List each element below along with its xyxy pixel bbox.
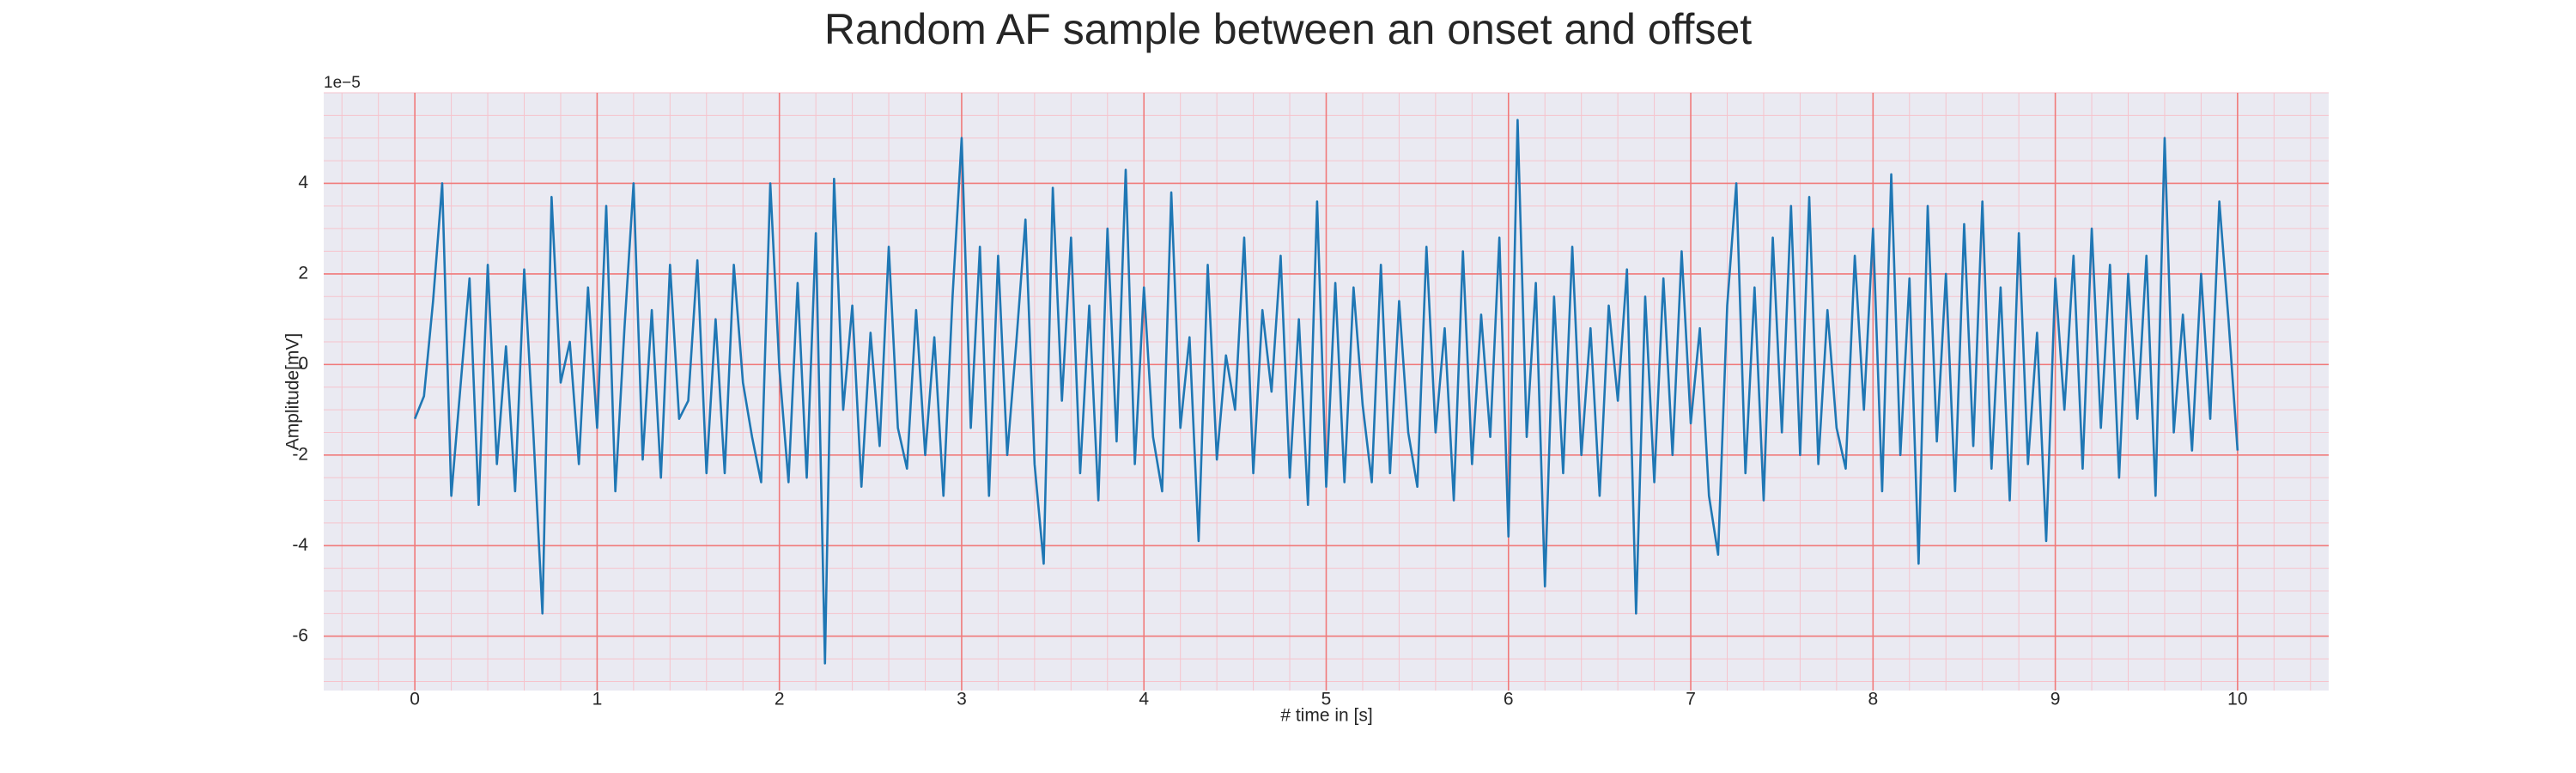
x-tick-label: 4 <box>1139 690 1149 709</box>
x-tick-label: 8 <box>1868 690 1878 709</box>
x-tick-label: 1 <box>592 690 603 709</box>
x-tick-label: 2 <box>775 690 785 709</box>
data-line <box>413 119 2239 665</box>
x-tick-label: 3 <box>957 690 967 709</box>
x-tick-label: 10 <box>2227 690 2247 709</box>
x-axis-label: # time in [s] <box>1280 706 1372 726</box>
y-tick-label: -6 <box>292 625 308 645</box>
x-tick-label: 7 <box>1686 690 1696 709</box>
y-axis-label: Amplitude[mV] <box>283 333 303 451</box>
y-tick-label: -2 <box>292 444 308 464</box>
y-tick-label: -4 <box>292 535 308 555</box>
x-tick-label: 6 <box>1504 690 1514 709</box>
y-tick-label: 2 <box>298 263 308 283</box>
x-tick-label: 5 <box>1321 690 1332 709</box>
x-tick-label: 0 <box>410 690 420 709</box>
y-tick-label: 4 <box>298 173 308 192</box>
y-offset-label: 1e−5 <box>324 74 361 92</box>
x-tick-label: 9 <box>2050 690 2061 709</box>
chart-title: Random AF sample between an onset and of… <box>824 5 1752 53</box>
y-tick-label: 0 <box>298 354 308 374</box>
